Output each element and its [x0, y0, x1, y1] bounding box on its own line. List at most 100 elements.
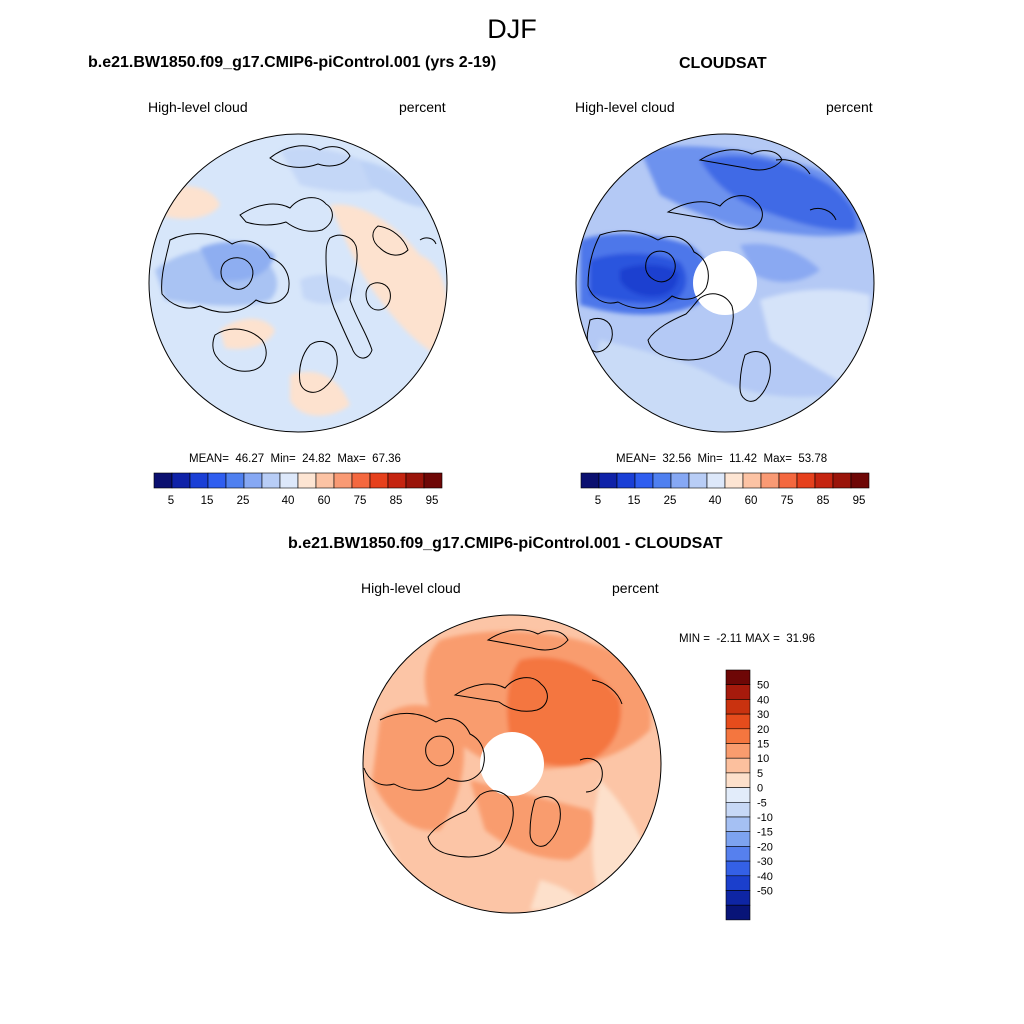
obs-polar-gap: [693, 251, 757, 315]
diff-colorbar-swatch: [725, 772, 751, 788]
obs-map: [575, 133, 875, 433]
obs-colorbar-swatch: [652, 472, 672, 489]
diff-colorbar-tick-label: -20: [757, 841, 773, 853]
diff-colorbar-tick-label: -15: [757, 827, 773, 839]
diff-colorbar-tick-label: 50: [757, 680, 769, 692]
model-colorbar-swatch: [243, 472, 263, 489]
diff-colorbar-swatch: [725, 743, 751, 759]
model-colorbar-swatch: [225, 472, 245, 489]
model-colorbar-swatch: [153, 472, 173, 489]
model-units-label: percent: [399, 99, 446, 115]
diff-colorbar-swatch: [725, 787, 751, 803]
diff-colorbar-swatch: [725, 801, 751, 818]
obs-colorbar-tick-label: 5: [595, 495, 601, 507]
obs-colorbar-swatch: [616, 472, 636, 489]
model-colorbar-tick-label: 5: [168, 495, 174, 507]
diff-colorbar-tick-label: -10: [757, 812, 773, 824]
obs-colorbar-swatch: [760, 472, 780, 489]
model-colorbar-tick-label: 40: [282, 495, 295, 507]
model-colorbar-tick-label: 95: [426, 495, 439, 507]
obs-colorbar: 5 15 25 40 60 75 85 95: [580, 472, 870, 507]
model-colorbar-swatch: [405, 472, 425, 489]
obs-colorbar-tick-label: 85: [817, 495, 830, 507]
model-colorbar-swatch: [207, 472, 227, 489]
model-map-fill: [149, 134, 447, 432]
obs-colorbar-tick-label: 75: [781, 495, 794, 507]
diff-colorbar-swatch: [725, 713, 751, 730]
diff-colorbar-swatch: [725, 699, 751, 715]
model-colorbar-tick-label: 75: [354, 495, 367, 507]
model-colorbar-swatch: [279, 472, 299, 489]
model-colorbar-swatch: [387, 472, 407, 489]
diff-colorbar-swatch: [725, 846, 751, 862]
diff-variable-label: High-level cloud: [361, 580, 461, 596]
model-colorbar-swatch: [333, 472, 353, 489]
diff-colorbar-tick-label: 40: [757, 694, 769, 706]
obs-colorbar-swatch: [688, 472, 708, 489]
obs-map-border: [575, 133, 875, 433]
diff-colorbar-swatch: [725, 757, 751, 774]
diff-colorbar-swatch: [725, 728, 751, 744]
obs-colorbar-swatch: [778, 472, 798, 489]
diff-colorbar-swatch: [725, 904, 751, 921]
diff-colorbar-tick-label: -50: [757, 886, 773, 898]
diff-colorbar-swatch: [725, 860, 751, 877]
obs-colorbar-swatch: [706, 472, 726, 489]
obs-colorbar-swatch: [580, 472, 600, 489]
obs-colorbar-swatch: [814, 472, 834, 489]
obs-colorbar-swatch: [796, 472, 816, 489]
obs-colorbar-swatch: [634, 472, 654, 489]
obs-colorbar-swatch: [598, 472, 618, 489]
obs-colorbar-swatch: [670, 472, 690, 489]
diff-colorbar-tick-label: -40: [757, 871, 773, 883]
diff-colorbar-tick-label: -30: [757, 856, 773, 868]
model-colorbar-swatch: [351, 472, 371, 489]
model-colorbar-swatch: [261, 472, 281, 489]
model-colorbar-tick-label: 60: [318, 495, 331, 507]
model-map: [148, 133, 448, 433]
obs-colorbar-tick-label: 15: [628, 495, 641, 507]
model-panel-title: b.e21.BW1850.f09_g17.CMIP6-piControl.001…: [88, 54, 497, 71]
diff-colorbar-swatch: [725, 831, 751, 847]
diff-map-border: [362, 614, 662, 914]
diff-colorbar-tick-label: 0: [757, 783, 763, 795]
diff-colorbar-tick-label: -5: [757, 797, 767, 809]
diff-colorbar-swatch: [725, 875, 751, 891]
diff-stats: MIN = -2.11 MAX = 31.96: [679, 633, 815, 645]
obs-stats: MEAN= 32.56 Min= 11.42 Max= 53.78: [616, 453, 828, 465]
diff-colorbar-swatch: [725, 684, 751, 700]
obs-colorbar-swatch: [832, 472, 852, 489]
diff-colorbar-tick-label: 20: [757, 724, 769, 736]
diff-colorbar-tick-label: 5: [757, 768, 763, 780]
figure-title: DJF: [487, 14, 537, 44]
model-colorbar-swatch: [171, 472, 191, 489]
obs-coastlines: [586, 149, 837, 402]
diff-polar-gap: [480, 732, 544, 796]
model-coastlines: [161, 145, 437, 393]
obs-panel-title: CLOUDSAT: [679, 55, 767, 72]
diff-colorbar-tick-label: 30: [757, 709, 769, 721]
obs-colorbar-tick-label: 95: [853, 495, 866, 507]
diff-colorbar-swatch: [725, 816, 751, 832]
model-variable-label: High-level cloud: [148, 99, 248, 115]
model-colorbar: 5 15 25 40 60 75 85 95: [153, 472, 443, 507]
model-colorbar-swatch: [423, 472, 443, 489]
obs-colorbar-swatch: [742, 472, 762, 489]
model-colorbar-tick-label: 15: [201, 495, 214, 507]
diff-colorbar-swatch: [725, 890, 751, 906]
obs-units-label: percent: [826, 99, 873, 115]
obs-colorbar-swatch: [850, 472, 870, 489]
model-colorbar-swatch: [315, 472, 335, 489]
model-stats: MEAN= 46.27 Min= 24.82 Max= 67.36: [189, 453, 401, 465]
diff-map-fill: [363, 615, 661, 913]
model-colorbar-swatch: [189, 472, 209, 489]
diff-coastlines: [363, 629, 623, 858]
model-colorbar-tick-label: 25: [237, 495, 250, 507]
obs-variable-label: High-level cloud: [575, 99, 675, 115]
diff-colorbar-swatch: [725, 669, 751, 685]
diff-units-label: percent: [612, 580, 659, 596]
model-map-border: [148, 133, 448, 433]
obs-colorbar-swatch: [724, 472, 744, 489]
